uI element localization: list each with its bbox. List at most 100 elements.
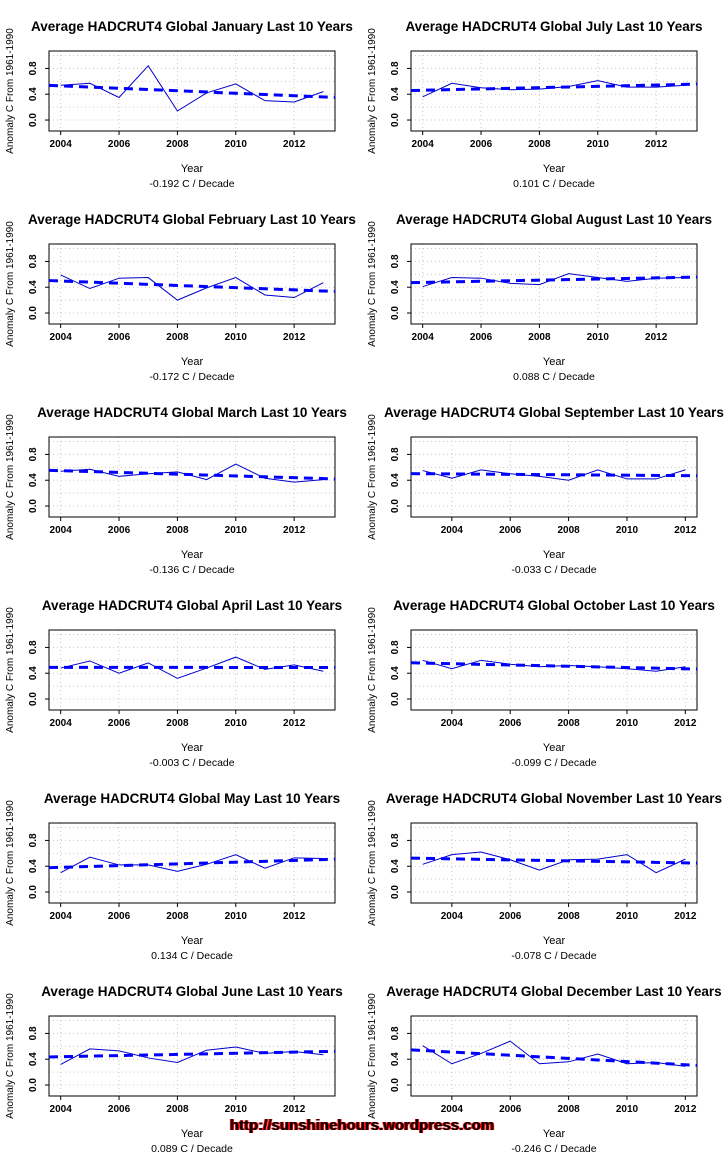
- x-tick-label: 2010: [587, 332, 610, 343]
- plot-box: [410, 243, 698, 325]
- x-tick-label: 2006: [470, 139, 493, 150]
- y-tick-label: 0.4: [390, 1052, 401, 1066]
- x-tick-label: 2012: [674, 911, 697, 922]
- site-url-link[interactable]: http://sunshinehours.wordpress.com: [229, 1117, 495, 1134]
- x-axis-label: Year: [543, 163, 566, 175]
- x-tick-label: 2006: [108, 911, 131, 922]
- chart-panel-september: 2004 2006 2008 2010 2012 0.0 0.4 0.8 Average HAD…: [362, 386, 724, 579]
- x-tick-label: 2006: [470, 332, 493, 343]
- y-tick-label: 0.4: [390, 859, 401, 873]
- y-axis-label: Anomaly C From 1961-1990: [367, 800, 378, 926]
- x-tick-label: 2010: [616, 911, 639, 922]
- x-tick-label: 2008: [557, 911, 580, 922]
- y-tick-label: 0.0: [390, 113, 401, 127]
- x-tick-label: 2006: [499, 525, 522, 536]
- trend-label: 0.088 C / Decade: [513, 371, 595, 383]
- chart-svg-september: 2004 2006 2008 2010 2012 0.0 0.4 0.8 Average HAD…: [367, 405, 724, 576]
- chart-svg-june: 2004 2006 2008 2010 2012 0.0 0.4 0.8 Average HAD…: [5, 984, 343, 1155]
- chart-svg-may: 2004 2006 2008 2010 2012 0.0 0.4 0.8 Average HAD…: [5, 791, 340, 962]
- chart-title: Average HADCRUT4 Global April Last 10 Ye…: [42, 598, 342, 613]
- chart-svg-january: 2004 2006 2008 2010 2012 0.0 0.4 0.8 Average HAD…: [5, 19, 353, 190]
- x-tick-label: 2004: [50, 332, 73, 343]
- chart-svg-august: 2004 2006 2008 2010 2012 0.0 0.4 0.8 Average HAD…: [367, 212, 712, 383]
- x-tick-label: 2008: [528, 139, 551, 150]
- y-tick-label: 0.4: [28, 859, 39, 873]
- data-line: [60, 274, 324, 301]
- y-tick-label: 0.8: [28, 61, 39, 75]
- chart-title: Average HADCRUT4 Global November Last 10…: [386, 791, 722, 806]
- chart-svg-november: 2004 2006 2008 2010 2012 0.0 0.4 0.8 Average HAD…: [367, 791, 722, 962]
- x-tick-label: 2004: [50, 139, 73, 150]
- x-tick-label: 2006: [499, 718, 522, 729]
- chart-panel-may: 2004 2006 2008 2010 2012 0.0 0.4 0.8 Average HAD…: [0, 772, 362, 965]
- x-tick-label: 2012: [283, 139, 306, 150]
- plot-box: [48, 822, 336, 904]
- chart-title: Average HADCRUT4 Global October Last 10 …: [393, 598, 715, 613]
- chart-title: Average HADCRUT4 Global February Last 10…: [28, 212, 356, 227]
- y-tick-label: 0.0: [390, 692, 401, 706]
- y-tick-label: 0.0: [28, 499, 39, 513]
- x-tick-label: 2010: [225, 525, 248, 536]
- trend-label: -0.099 C / Decade: [511, 757, 596, 769]
- x-tick-label: 2006: [108, 718, 131, 729]
- x-tick-label: 2008: [557, 718, 580, 729]
- x-axis-label: Year: [181, 356, 204, 368]
- x-tick-label: 2004: [441, 525, 464, 536]
- x-tick-label: 2012: [674, 525, 697, 536]
- y-tick-label: 0.8: [390, 254, 401, 268]
- x-tick-label: 2008: [166, 911, 189, 922]
- x-tick-label: 2008: [166, 139, 189, 150]
- trend-label: -0.246 C / Decade: [511, 1143, 596, 1155]
- x-tick-label: 2004: [50, 718, 73, 729]
- x-tick-label: 2012: [283, 1104, 306, 1115]
- x-tick-label: 2008: [528, 332, 551, 343]
- data-line: [422, 469, 686, 481]
- y-tick-label: 0.4: [390, 280, 401, 294]
- chart-title: Average HADCRUT4 Global January Last 10 …: [31, 19, 353, 34]
- y-tick-label: 0.4: [28, 1052, 39, 1066]
- trend-line: [48, 1049, 336, 1059]
- chart-title: Average HADCRUT4 Global March Last 10 Ye…: [37, 405, 347, 420]
- y-tick-label: 0.0: [390, 1078, 401, 1092]
- trend-line: [48, 468, 336, 481]
- x-axis-label: Year: [181, 163, 204, 175]
- y-tick-label: 0.0: [28, 306, 39, 320]
- x-tick-label: 2010: [587, 139, 610, 150]
- trend-line: [410, 275, 698, 285]
- y-tick-label: 0.8: [390, 1026, 401, 1040]
- y-axis-label: Anomaly C From 1961-1990: [5, 800, 16, 926]
- x-tick-label: 2010: [225, 1104, 248, 1115]
- y-tick-label: 0.4: [390, 666, 401, 680]
- x-axis-label: Year: [543, 1128, 566, 1140]
- trend-label: -0.192 C / Decade: [149, 178, 234, 190]
- x-tick-label: 2008: [166, 1104, 189, 1115]
- y-tick-label: 0.8: [28, 640, 39, 654]
- chart-title: Average HADCRUT4 Global September Last 1…: [384, 405, 724, 420]
- trend-line: [410, 856, 698, 865]
- x-tick-label: 2004: [50, 525, 73, 536]
- x-tick-label: 2008: [166, 332, 189, 343]
- chart-svg-december: 2004 2006 2008 2010 2012 0.0 0.4 0.8 Average HAD…: [367, 984, 722, 1155]
- y-tick-label: 0.0: [28, 113, 39, 127]
- x-tick-label: 2004: [412, 139, 435, 150]
- x-tick-label: 2006: [108, 139, 131, 150]
- y-tick-label: 0.8: [28, 833, 39, 847]
- trend-line: [410, 472, 698, 478]
- x-tick-label: 2004: [441, 718, 464, 729]
- chart-svg-february: 2004 2006 2008 2010 2012 0.0 0.4 0.8 Average HAD…: [5, 212, 356, 383]
- chart-title: Average HADCRUT4 Global August Last 10 Y…: [396, 212, 712, 227]
- y-tick-label: 0.4: [28, 280, 39, 294]
- x-tick-label: 2008: [557, 525, 580, 536]
- y-tick-label: 0.4: [390, 87, 401, 101]
- y-axis-label: Anomaly C From 1961-1990: [367, 993, 378, 1119]
- plot-box: [48, 50, 336, 132]
- x-tick-label: 2010: [616, 718, 639, 729]
- plot-box: [410, 1015, 698, 1097]
- x-tick-label: 2012: [283, 525, 306, 536]
- chart-panel-february: 2004 2006 2008 2010 2012 0.0 0.4 0.8 Average HAD…: [0, 193, 362, 386]
- trend-line: [410, 82, 698, 93]
- chart-panel-december: 2004 2006 2008 2010 2012 0.0 0.4 0.8 Average HAD…: [362, 965, 724, 1158]
- y-tick-label: 0.4: [28, 87, 39, 101]
- x-tick-label: 2012: [283, 718, 306, 729]
- chart-title: Average HADCRUT4 Global June Last 10 Yea…: [41, 984, 343, 999]
